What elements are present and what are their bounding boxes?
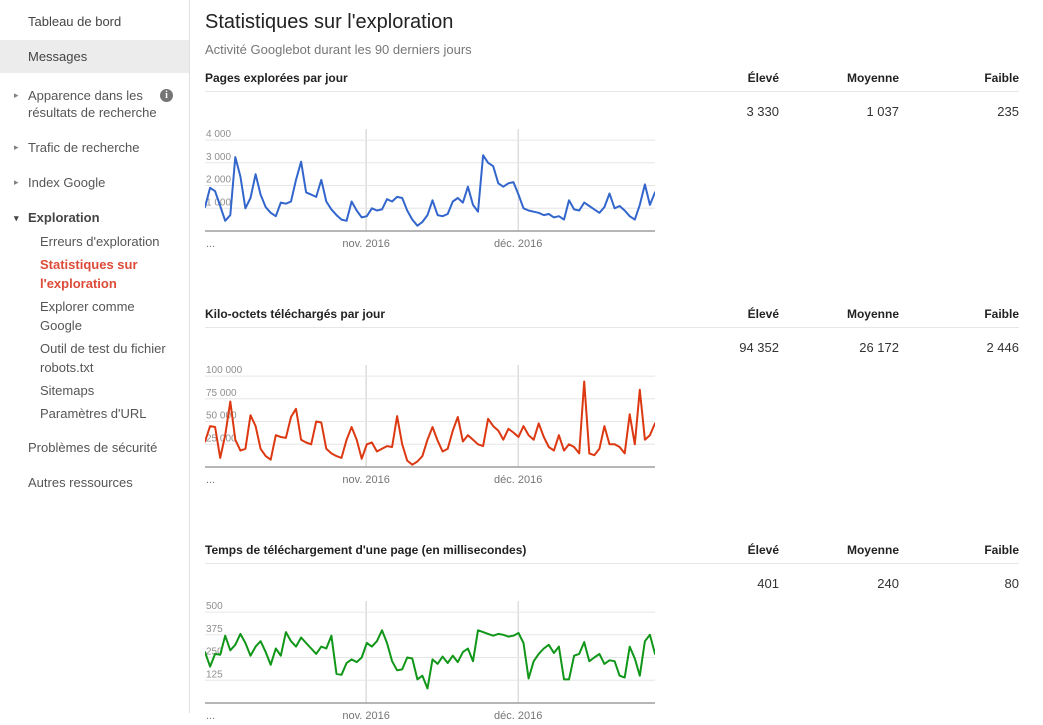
sidebar-item-crawl[interactable]: ▾ Exploration — [0, 204, 189, 230]
section-kilobytes-downloaded: Kilo-octets téléchargés par jour Élevé M… — [205, 307, 1019, 489]
chevron-right-icon: ▸ — [14, 142, 19, 152]
sidebar-item-search-appearance[interactable]: ▸ Apparence dans les résultats de recher… — [0, 82, 189, 125]
stats-row: 94 352 26 172 2 446 — [205, 328, 1019, 357]
sidebar-item-fetch-as-google[interactable]: Explorer comme Google — [0, 295, 189, 337]
svg-text:375: 375 — [206, 624, 223, 635]
column-header-average: Moyenne — [846, 543, 899, 557]
svg-text:100 000: 100 000 — [206, 365, 243, 376]
svg-text:2 000: 2 000 — [206, 175, 231, 186]
chevron-right-icon: ▸ — [14, 177, 19, 187]
sidebar-item-label: Index Google — [28, 175, 106, 190]
svg-text:nov. 2016: nov. 2016 — [342, 238, 390, 250]
sidebar-item-label: Trafic de recherche — [28, 140, 140, 155]
svg-text:125: 125 — [206, 669, 223, 680]
stats-row: 401 240 80 — [205, 564, 1019, 593]
column-header-average: Moyenne — [846, 307, 899, 321]
section-header: Pages explorées par jour Élevé Moyenne F… — [205, 71, 1019, 92]
line-chart-canvas[interactable]: 125 250 375 500... nov. 2016 déc. 2016 — [205, 599, 655, 725]
chart-title: Temps de téléchargement d'une page (en m… — [205, 543, 527, 557]
column-header-average: Moyenne — [846, 71, 899, 85]
svg-text:...: ... — [206, 710, 215, 722]
column-header-high: Élevé — [747, 543, 779, 557]
section-download-time: Temps de téléchargement d'une page (en m… — [205, 543, 1019, 725]
section-pages-crawled: Pages explorées par jour Élevé Moyenne F… — [205, 71, 1019, 253]
info-icon[interactable]: i — [160, 89, 173, 102]
svg-text:nov. 2016: nov. 2016 — [342, 474, 390, 486]
section-header: Kilo-octets téléchargés par jour Élevé M… — [205, 307, 1019, 328]
stat-high: 3 330 — [746, 104, 779, 119]
sidebar-item-label: Exploration — [28, 210, 100, 225]
sidebar-item-label: Autres ressources — [28, 475, 133, 490]
sidebar-item-label: Paramètres d'URL — [40, 406, 147, 421]
sidebar: Tableau de bord Messages ▸ Apparence dan… — [0, 0, 190, 713]
svg-text:déc. 2016: déc. 2016 — [494, 710, 542, 722]
sidebar-item-robots-tester[interactable]: Outil de test du fichier robots.txt — [0, 337, 189, 379]
sidebar-item-label: Tableau de bord — [28, 14, 122, 29]
page-subtitle: Activité Googlebot durant les 90 dernier… — [205, 42, 472, 57]
stat-average: 1 037 — [866, 104, 899, 119]
stats-row: 3 330 1 037 235 — [205, 92, 1019, 121]
column-header-high: Élevé — [747, 307, 779, 321]
sidebar-item-label: Messages — [28, 49, 88, 64]
column-header-high: Élevé — [747, 71, 779, 85]
kilobytes-downloaded-chart[interactable]: 25 000 50 000 75 000 100 000... nov. 2016 déc… — [205, 363, 655, 489]
sidebar-item-label: Problèmes de sécurité — [28, 440, 158, 455]
chevron-right-icon: ▸ — [14, 90, 19, 100]
svg-text:25 000: 25 000 — [206, 433, 237, 444]
stat-average: 26 172 — [859, 340, 899, 355]
svg-text:...: ... — [206, 474, 215, 486]
sidebar-item-label: Explorer comme Google — [40, 299, 135, 333]
sidebar-item-google-index[interactable]: ▸ Index Google — [0, 169, 189, 195]
stat-average: 240 — [877, 576, 899, 591]
sidebar-item-label: Sitemaps — [40, 383, 95, 398]
sidebar-item-security-issues[interactable]: Problèmes de sécurité — [0, 434, 189, 460]
sidebar-item-label: Outil de test du fichier robots.txt — [40, 341, 166, 375]
svg-text:4 000: 4 000 — [206, 129, 231, 140]
chart-title: Pages explorées par jour — [205, 71, 348, 85]
pages-crawled-chart[interactable]: 1 000 2 000 3 000 4 000... nov. 2016 déc. 201… — [205, 127, 655, 253]
svg-text:...: ... — [206, 238, 215, 250]
svg-text:500: 500 — [206, 601, 223, 612]
sidebar-item-crawl-errors[interactable]: Erreurs d'exploration — [0, 230, 189, 253]
main-content: Statistiques sur l'exploration Activité … — [190, 0, 1043, 722]
svg-text:50 000: 50 000 — [206, 411, 237, 422]
stat-low: 235 — [997, 104, 1019, 119]
sidebar-item-url-parameters[interactable]: Paramètres d'URL — [0, 402, 189, 425]
sidebar-item-label: Erreurs d'exploration — [40, 234, 160, 249]
stat-low: 80 — [1004, 576, 1019, 591]
svg-text:3 000: 3 000 — [206, 152, 231, 163]
svg-text:déc. 2016: déc. 2016 — [494, 474, 542, 486]
column-header-low: Faible — [984, 307, 1019, 321]
svg-text:déc. 2016: déc. 2016 — [494, 238, 542, 250]
sidebar-item-label: Statistiques sur l'exploration — [40, 257, 138, 291]
line-chart-canvas[interactable]: 25 000 50 000 75 000 100 000... nov. 2016 déc… — [205, 363, 655, 489]
stat-high: 401 — [757, 576, 779, 591]
svg-text:75 000: 75 000 — [206, 388, 237, 399]
chart-title: Kilo-octets téléchargés par jour — [205, 307, 386, 321]
svg-text:nov. 2016: nov. 2016 — [342, 710, 390, 722]
svg-text:250: 250 — [206, 647, 223, 658]
stat-low: 2 446 — [986, 340, 1019, 355]
sidebar-item-messages[interactable]: Messages — [0, 40, 189, 73]
sidebar-item-label: Apparence dans les résultats de recherch… — [28, 88, 157, 120]
chevron-down-icon: ▾ — [14, 213, 19, 223]
page-title: Statistiques sur l'exploration — [205, 11, 454, 33]
sidebar-item-crawl-stats[interactable]: Statistiques sur l'exploration — [0, 253, 189, 295]
download-time-chart[interactable]: 125 250 375 500... nov. 2016 déc. 2016 — [205, 599, 655, 725]
sidebar-item-dashboard[interactable]: Tableau de bord — [0, 8, 189, 34]
column-header-low: Faible — [984, 543, 1019, 557]
stat-high: 94 352 — [739, 340, 779, 355]
section-header: Temps de téléchargement d'une page (en m… — [205, 543, 1019, 564]
sidebar-item-search-traffic[interactable]: ▸ Trafic de recherche — [0, 134, 189, 160]
column-header-low: Faible — [984, 71, 1019, 85]
sidebar-item-sitemaps[interactable]: Sitemaps — [0, 379, 189, 402]
sidebar-item-other-resources[interactable]: Autres ressources — [0, 469, 189, 495]
